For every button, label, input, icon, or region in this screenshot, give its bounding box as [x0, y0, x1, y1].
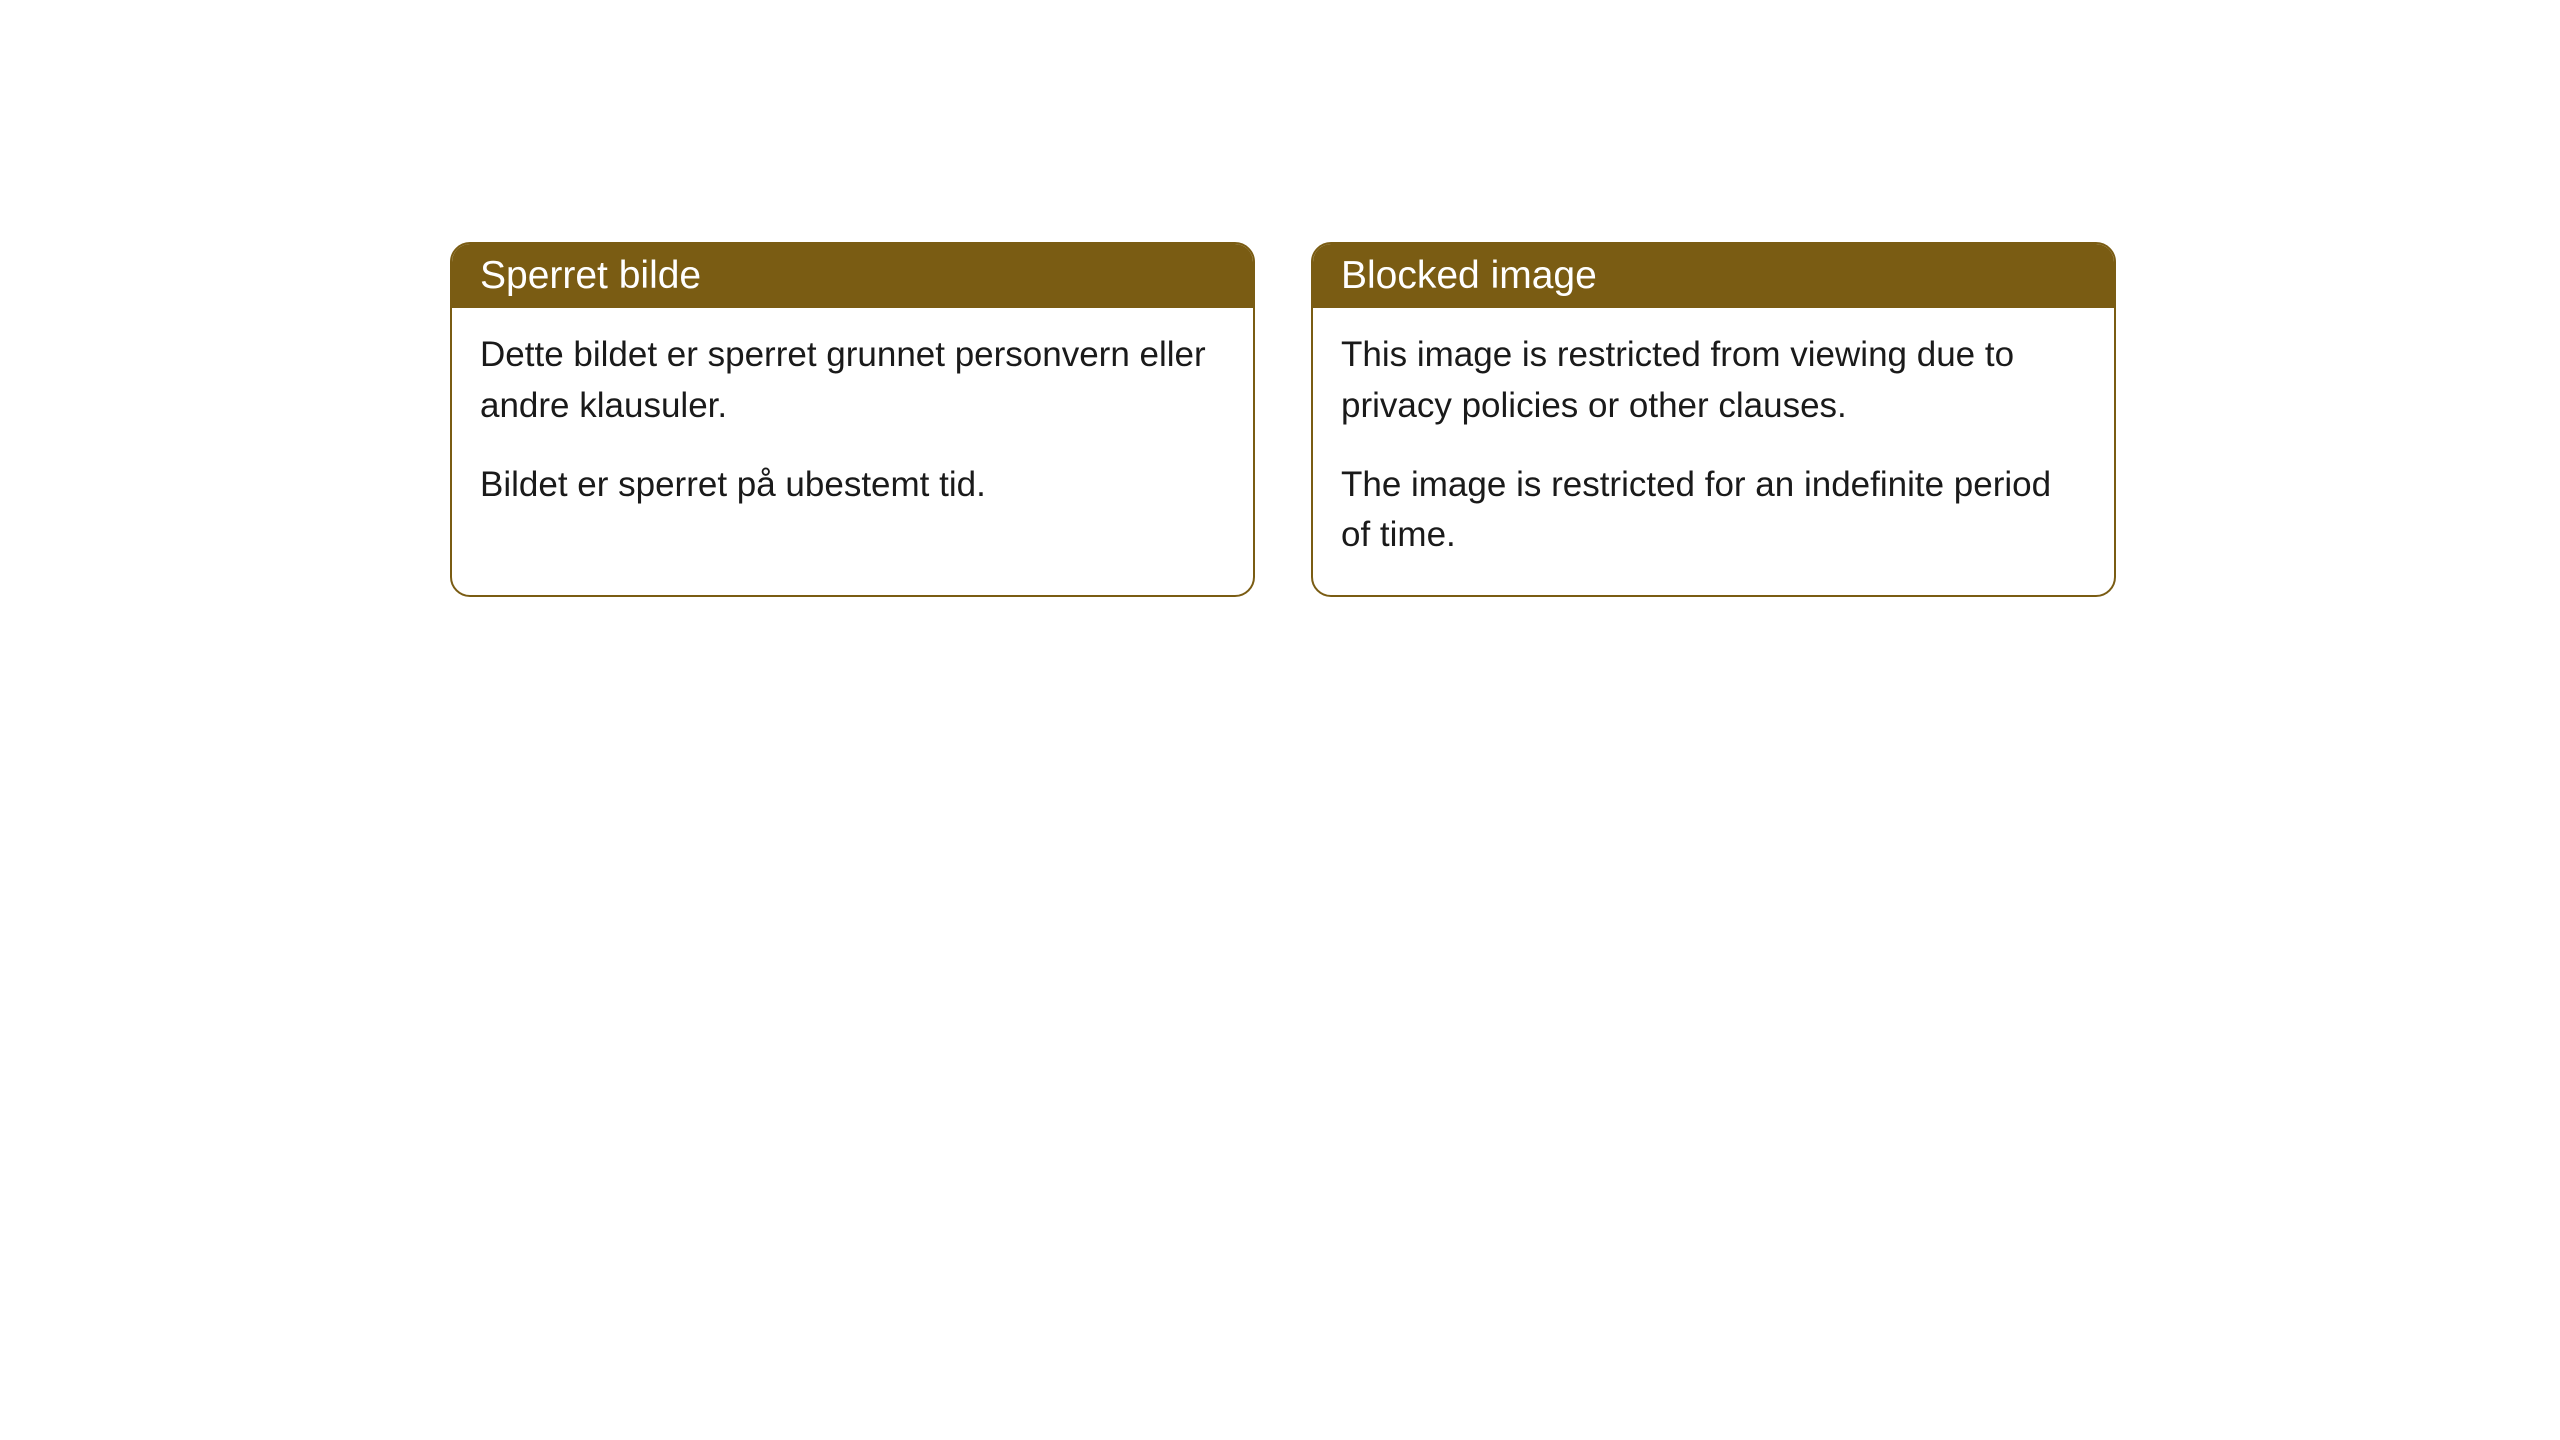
card-title: Sperret bilde — [480, 254, 701, 297]
card-paragraph: The image is restricted for an indefinit… — [1341, 460, 2086, 562]
notice-card-english: Blocked image This image is restricted f… — [1311, 242, 2116, 597]
card-paragraph: This image is restricted from viewing du… — [1341, 330, 2086, 432]
card-paragraph: Bildet er sperret på ubestemt tid. — [480, 460, 1225, 511]
card-title: Blocked image — [1341, 254, 1597, 297]
notice-card-norwegian: Sperret bilde Dette bildet er sperret gr… — [450, 242, 1255, 597]
card-body: Dette bildet er sperret grunnet personve… — [452, 308, 1253, 544]
card-header: Sperret bilde — [452, 244, 1253, 308]
card-body: This image is restricted from viewing du… — [1313, 308, 2114, 595]
card-header: Blocked image — [1313, 244, 2114, 308]
notice-container: Sperret bilde Dette bildet er sperret gr… — [0, 0, 2560, 597]
card-paragraph: Dette bildet er sperret grunnet personve… — [480, 330, 1225, 432]
